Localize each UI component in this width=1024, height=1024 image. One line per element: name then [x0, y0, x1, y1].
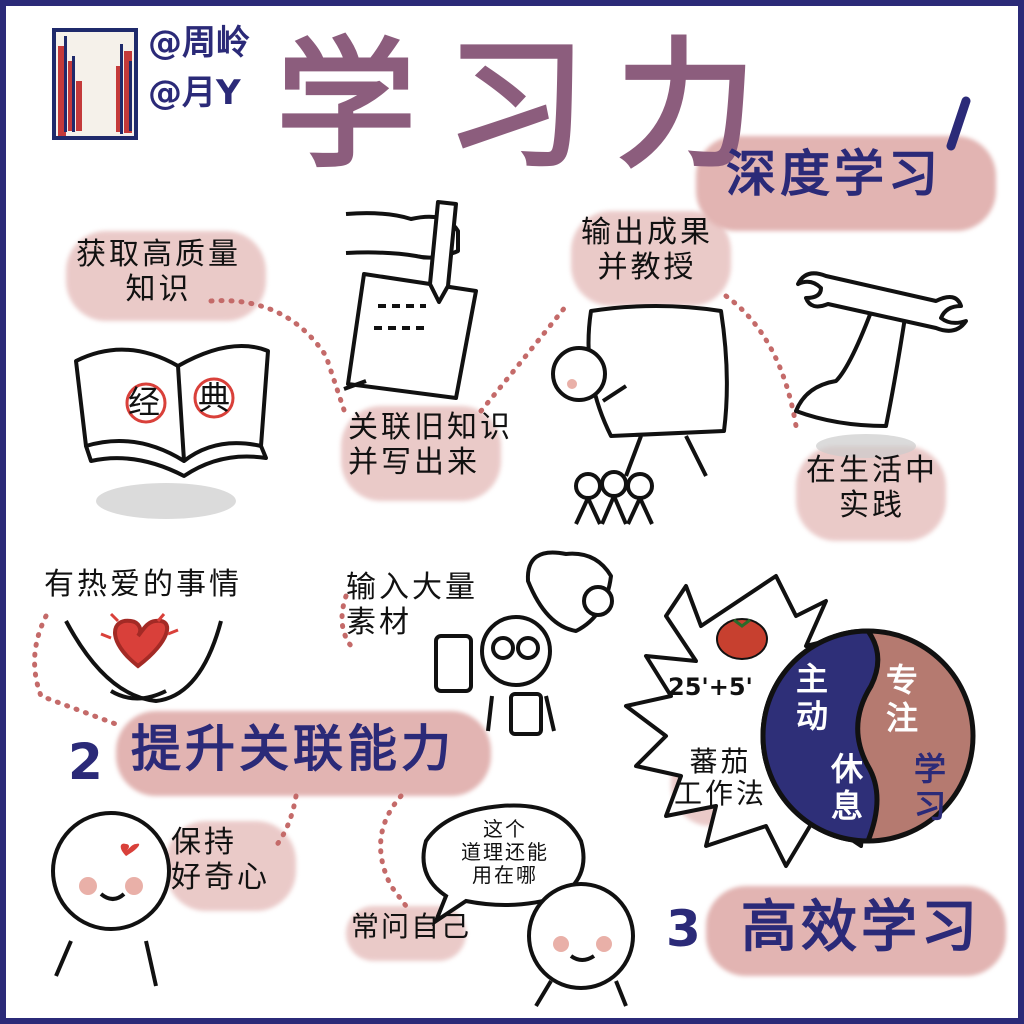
deep-learning-step: 关联旧知识 并写出来 [348, 410, 513, 480]
yin-yang-icon [760, 628, 976, 844]
yin-yang-label: 专 注 [886, 661, 919, 738]
section-3-number: 3 [666, 900, 701, 958]
yin-yang-label: 主 动 [796, 660, 829, 735]
deep-learning-step: 获取高质量 知识 [76, 237, 241, 307]
book-label: 典 [198, 379, 231, 417]
highlight-blob [166, 821, 296, 911]
author-name: @月Y [148, 73, 241, 113]
deep-learning-step: 在生活中 实践 [806, 453, 938, 523]
section-2-number: 2 [68, 733, 103, 791]
highlight-blob [116, 711, 491, 796]
speech-bubble-text: 这个 道理还能 用在哪 [461, 817, 549, 887]
author-name: @周岭 [148, 23, 250, 63]
section-3-heading: 高效学习 [741, 895, 981, 960]
heart-hands-icon [64, 612, 223, 704]
section-2-heading: 提升关联能力 [131, 720, 455, 778]
highlight-blob [696, 136, 996, 231]
book-label: 经 [128, 383, 161, 421]
arm-wrench-icon [794, 271, 968, 458]
pomodoro-timing: 25'+5' [668, 673, 753, 701]
highlight-blob [796, 446, 946, 541]
association-step: 保持 好奇心 [171, 825, 270, 895]
writing-hand-icon [343, 200, 478, 400]
dotted-connectors [32, 293, 799, 909]
illustration-layer [32, 28, 976, 1008]
association-step: 输入大量 素材 [346, 570, 478, 640]
reading-person-icon [434, 550, 614, 736]
thinking-face-icon [421, 803, 635, 1008]
highlight-blob [66, 231, 266, 321]
highlight-blob [341, 406, 501, 501]
highlight-blob [706, 886, 1006, 976]
association-step: 常问自己 [351, 910, 472, 943]
section-1-heading: 深度学习 [726, 145, 942, 203]
teaching-board-icon [551, 304, 729, 525]
association-step: 有热爱的事情 [44, 567, 242, 602]
deep-learning-step: 输出成果 并教授 [581, 215, 713, 285]
open-book-icon [74, 344, 270, 519]
number-one-stroke [946, 96, 971, 151]
pomodoro-label: 蕃茄 工作法 [674, 745, 768, 811]
highlight-blob [571, 211, 731, 306]
curious-face-icon [51, 811, 171, 987]
yin-yang-label: 休 息 [831, 750, 864, 825]
yin-yang-label: 学 习 [914, 750, 947, 825]
book-cover-icon [52, 28, 138, 140]
page-title: 学习力 [276, 25, 787, 188]
